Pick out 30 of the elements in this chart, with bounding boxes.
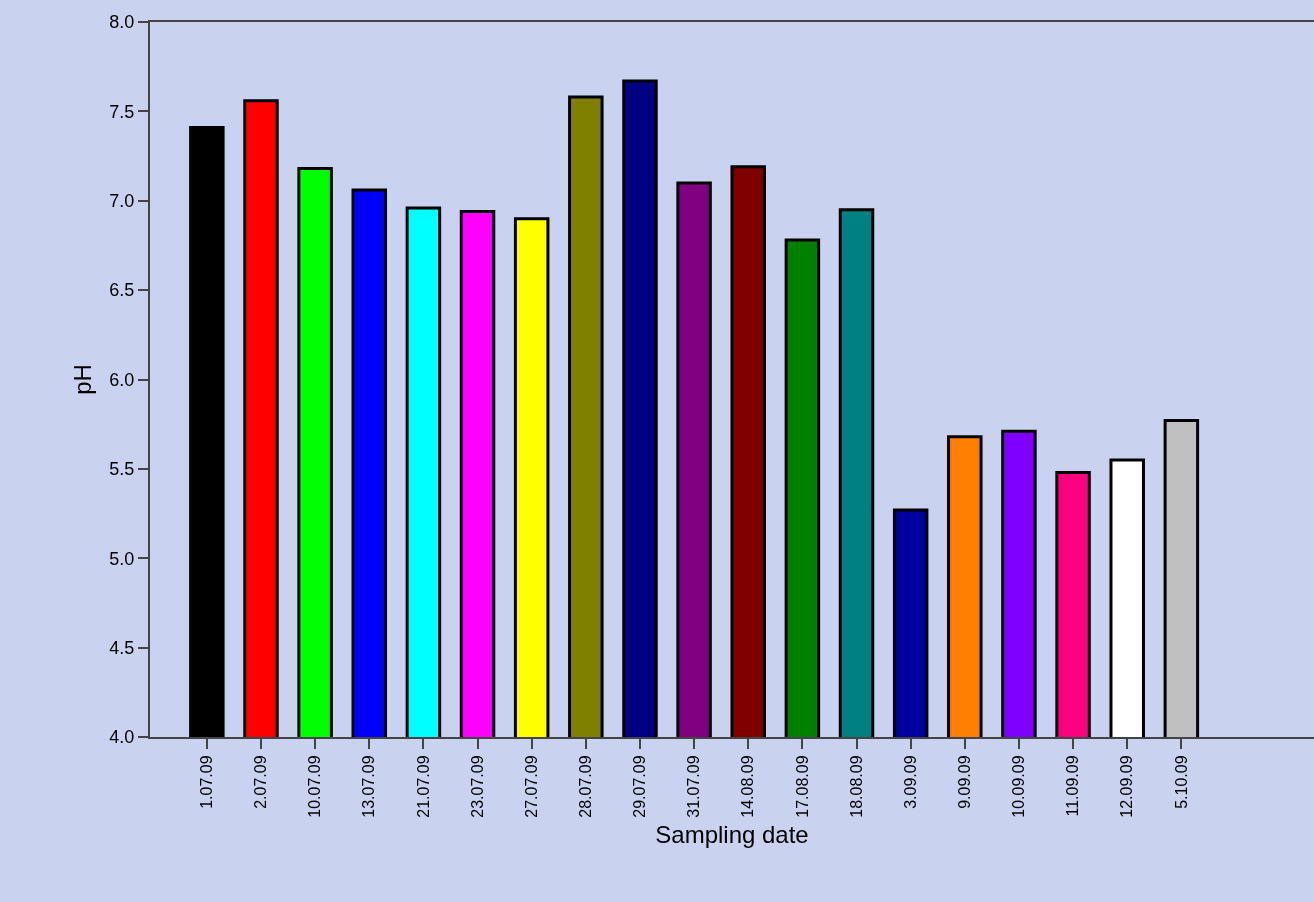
x-tick-label: 31.07.09 bbox=[685, 755, 703, 818]
x-axis-title: Sampling date bbox=[655, 821, 809, 849]
x-tick-label: 13.07.09 bbox=[360, 755, 378, 818]
y-tick-label: 8.0 bbox=[109, 12, 135, 33]
y-axis-title: pH bbox=[69, 364, 96, 395]
y-tick-label: 5.5 bbox=[109, 459, 135, 480]
x-tick-label: 5.10.09 bbox=[1172, 755, 1190, 809]
y-tick-label: 6.5 bbox=[109, 280, 135, 301]
x-tick-label: 1.07.09 bbox=[198, 755, 216, 809]
x-tick-label: 12.09.09 bbox=[1118, 755, 1136, 818]
y-tick-label: 5.0 bbox=[109, 548, 135, 569]
y-tick-label: 6.0 bbox=[109, 369, 135, 390]
x-tick-label: 18.08.09 bbox=[847, 755, 865, 818]
x-tick-label: 23.07.09 bbox=[468, 755, 486, 818]
y-tick-label: 4.5 bbox=[109, 637, 135, 658]
x-tick-label: 3.09.09 bbox=[901, 755, 919, 809]
y-tick-label: 7.0 bbox=[109, 191, 135, 212]
x-tick-label: 28.07.09 bbox=[577, 755, 595, 818]
x-tick-label: 17.08.09 bbox=[793, 755, 811, 818]
x-tick-label: 27.07.09 bbox=[522, 755, 540, 818]
x-tick-label: 2.07.09 bbox=[252, 755, 270, 809]
x-tick-label: 11.09.09 bbox=[1064, 755, 1082, 817]
x-tick-label: 10.07.09 bbox=[306, 755, 324, 818]
x-tick-label: 14.08.09 bbox=[739, 755, 757, 818]
x-tick-label: 9.09.09 bbox=[956, 755, 973, 809]
x-tick-label: 29.07.09 bbox=[631, 755, 649, 818]
y-tick-label: 4.0 bbox=[109, 727, 135, 748]
y-tick-label: 7.5 bbox=[109, 101, 135, 122]
x-tick-label: 21.07.09 bbox=[414, 755, 432, 818]
x-tick-label: 10.09.09 bbox=[1010, 755, 1028, 818]
